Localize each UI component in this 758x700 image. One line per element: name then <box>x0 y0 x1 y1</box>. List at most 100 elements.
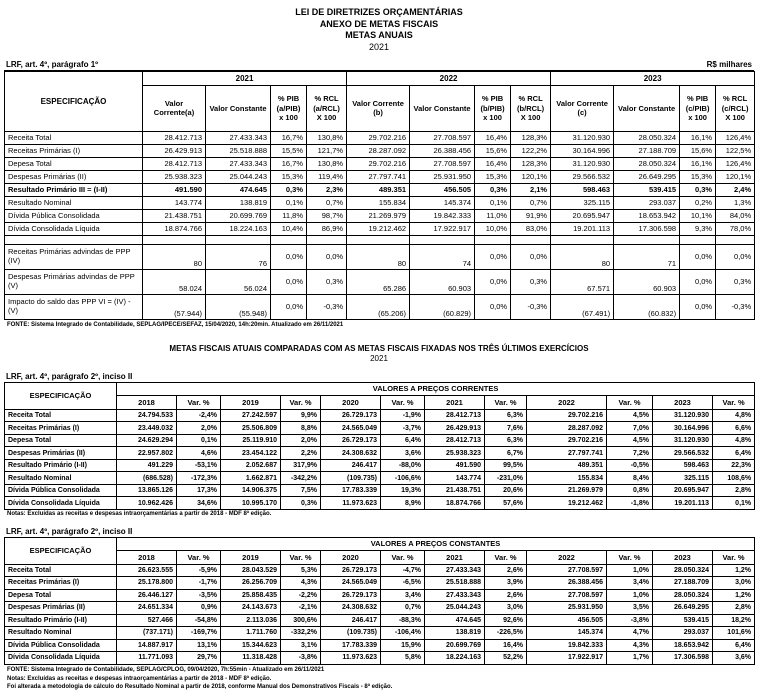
cell-value: 0,7% <box>305 195 348 210</box>
table-row: Dívida Pública Consolidada 13.865.126 17,3… <box>4 483 756 498</box>
cell-value: (737.171) <box>116 626 177 640</box>
cell-value: 15,3% <box>270 169 307 184</box>
cell-value: 155.834 <box>526 471 607 485</box>
cell-value: 25.858.435 <box>220 588 281 603</box>
col-header: Var. % <box>380 549 425 565</box>
cell-value: 28.050.324 <box>613 156 681 171</box>
cell-value: 25.518.888 <box>424 576 485 590</box>
title-year: 2021 <box>368 42 390 53</box>
col-header: 2021 <box>424 549 485 565</box>
cell-value: 145.374 <box>409 195 476 210</box>
cell-value: 6,3% <box>484 433 527 448</box>
cell-value: 3,4% <box>606 576 653 590</box>
cell-value: 29,7% <box>176 651 221 665</box>
spacer-cell <box>550 235 615 245</box>
cell-value: 2,3% <box>305 182 348 197</box>
cell-value: 24.143.673 <box>220 601 281 615</box>
row-label: Dívida Pública Consolidada <box>4 483 117 498</box>
table-row: Resultado Primário (I-II) 527.466 -54,8% 2.… <box>4 613 756 628</box>
cell-value: 26.623.555 <box>116 563 177 578</box>
cell-value: 76 <box>205 243 271 270</box>
cell-value: 3,6% <box>380 446 425 460</box>
cell-value: (109.735) <box>320 626 381 640</box>
cell-value: 28.043.529 <box>220 563 281 578</box>
cell-value: 0,1% <box>474 195 512 210</box>
col-header: Var. % <box>176 549 221 565</box>
cell-value: 26.729.173 <box>320 588 381 603</box>
cell-value: 9,9% <box>280 408 321 423</box>
cell-value: 27.797.741 <box>526 446 607 460</box>
cell-value: 527.466 <box>116 613 177 628</box>
law-reference-2: LRF, art. 4º, parágrafo 2º, inciso II <box>6 371 133 381</box>
cell-value: 31.120.930 <box>550 156 615 171</box>
fonte-table1: FONTE: Sistema Integrado de Contabilidad… <box>7 321 344 328</box>
cell-value: 246.417 <box>320 613 381 628</box>
cell-value: 539.415 <box>613 182 681 197</box>
cell-value: -0,5% <box>606 458 653 473</box>
cell-value: 30.164.996 <box>652 421 713 435</box>
cell-value: 1,0% <box>606 588 653 603</box>
cell-value: 3,0% <box>711 576 756 590</box>
spacer-cell <box>346 235 411 245</box>
table-row: Receitas Primárias advindas de PPP (IV) 8… <box>4 243 756 270</box>
cell-value: 31.120.930 <box>550 130 615 145</box>
cell-value: 25.044.243 <box>424 601 485 615</box>
col-header: 2020 <box>320 394 381 410</box>
cell-value: 0,1% <box>711 496 756 510</box>
col-header: Valor Corrente (b) <box>346 84 411 132</box>
cell-value: 0,2% <box>679 195 717 210</box>
cell-value: (60.829) <box>409 293 476 320</box>
cell-value: -1,7% <box>176 576 221 590</box>
cell-value: -1,8% <box>606 496 653 510</box>
title-line-1: LEI DE DIRETRIZES ORÇAMENTÁRIAS <box>295 7 463 17</box>
cell-value: 1,3% <box>715 195 756 210</box>
cell-value: 2,4% <box>715 182 756 197</box>
year-header-row: 2018 Var. % 2019 Var. % 2020 Var. % 2021… <box>5 549 756 565</box>
table-row: Impacto do saldo das PPP VI = (IV) - (V)… <box>4 293 756 320</box>
cell-value: 0,3% <box>270 182 307 197</box>
cell-value: 0,0% <box>715 243 756 270</box>
cell-value: 27.433.343 <box>424 563 485 578</box>
cell-value: 16,7% <box>270 156 307 171</box>
cell-value: 11.318.428 <box>220 651 281 665</box>
col-header: % RCL (c/RCL) X 100 <box>715 84 756 132</box>
cell-value: 0,0% <box>305 243 348 270</box>
cell-value: 489.351 <box>346 182 411 197</box>
cell-value: -169,7% <box>176 626 221 640</box>
cell-value: 10,1% <box>679 208 717 223</box>
cell-value: 98,7% <box>305 208 348 223</box>
cell-value: 20.695.947 <box>550 208 615 223</box>
cell-value: 65.286 <box>346 268 411 295</box>
year-header-row: ESPECIFICAÇÃO 2021 2022 2023 <box>4 70 756 132</box>
row-label: Dívida Consolidada Líquida <box>4 651 117 665</box>
cell-value: 11,8% <box>270 208 307 223</box>
cell-value: 19.842.333 <box>409 208 476 223</box>
cell-value: 15.344.623 <box>220 638 281 653</box>
table-row: Receita Total 26.623.555 -5,9% 28.043.529 5,… <box>4 563 756 578</box>
cell-value: 56.024 <box>205 268 271 295</box>
row-label: Dívida Consolidada Líquida <box>4 496 117 510</box>
cell-value: -342,2% <box>280 471 321 485</box>
cell-value: 126,4% <box>715 130 756 145</box>
table-row: Resultado Primário (I-II) 491.229 -53,1% 2.… <box>4 458 756 473</box>
cell-value: (55.948) <box>205 293 271 320</box>
cell-value: 18,2% <box>711 613 756 628</box>
cell-value: 6,7% <box>484 446 527 460</box>
row-label: Impacto do saldo das PPP VI = (IV) - (V) <box>4 293 143 320</box>
cell-value: 9,3% <box>679 221 717 236</box>
year-header-2021: 2021 <box>141 70 348 86</box>
cell-value: 0,0% <box>270 268 307 295</box>
cell-value: 22.957.802 <box>116 446 177 460</box>
table-row: Dívida Consolidada Líquida 11.771.093 29,7… <box>4 651 756 665</box>
cell-value: 24.629.294 <box>116 433 177 448</box>
cell-value: 143.774 <box>142 195 206 210</box>
spacer-cell <box>715 235 756 245</box>
spacer-cell <box>4 235 143 245</box>
cell-value: 24.794.533 <box>116 408 177 423</box>
cell-value: 0,0% <box>510 243 552 270</box>
cell-value: 84,0% <box>715 208 756 223</box>
cell-value: 15,9% <box>380 638 425 653</box>
cell-value: 29.566.532 <box>550 169 615 184</box>
cell-value: 27.708.597 <box>409 156 476 171</box>
cell-value: 16,4% <box>484 638 527 653</box>
